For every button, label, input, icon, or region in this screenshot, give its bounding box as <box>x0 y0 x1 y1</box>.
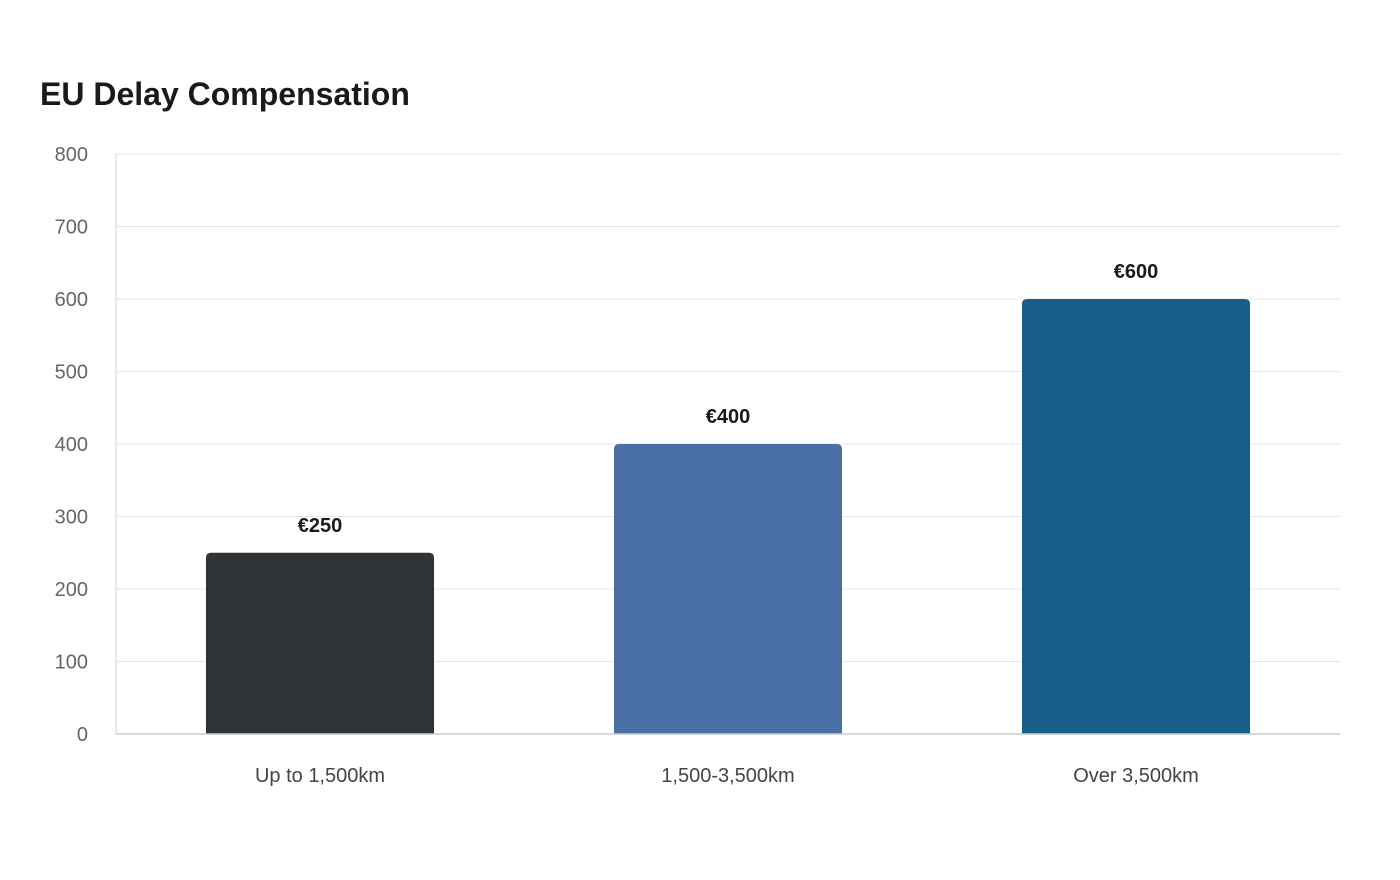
y-tick-label: 400 <box>55 434 88 456</box>
bar <box>1022 299 1250 734</box>
bar <box>614 444 842 734</box>
chart-title: EU Delay Compensation <box>40 76 410 112</box>
y-tick-label: 700 <box>55 217 88 239</box>
x-tick-label: 1,500-3,500km <box>661 765 794 787</box>
bar <box>206 552 434 734</box>
y-tick-label: 500 <box>55 362 88 384</box>
y-tick-label: 800 <box>55 144 88 166</box>
y-tick-label: 0 <box>77 724 88 746</box>
y-tick-label: 600 <box>55 289 88 311</box>
data-label: €250 <box>298 515 343 537</box>
data-label: €400 <box>706 406 751 428</box>
x-tick-label: Over 3,500km <box>1073 765 1199 787</box>
x-tick-label: Up to 1,500km <box>255 765 385 787</box>
data-label: €600 <box>1114 261 1159 283</box>
y-tick-label: 100 <box>55 652 88 674</box>
y-tick-label: 200 <box>55 579 88 601</box>
y-tick-label: 300 <box>55 507 88 529</box>
